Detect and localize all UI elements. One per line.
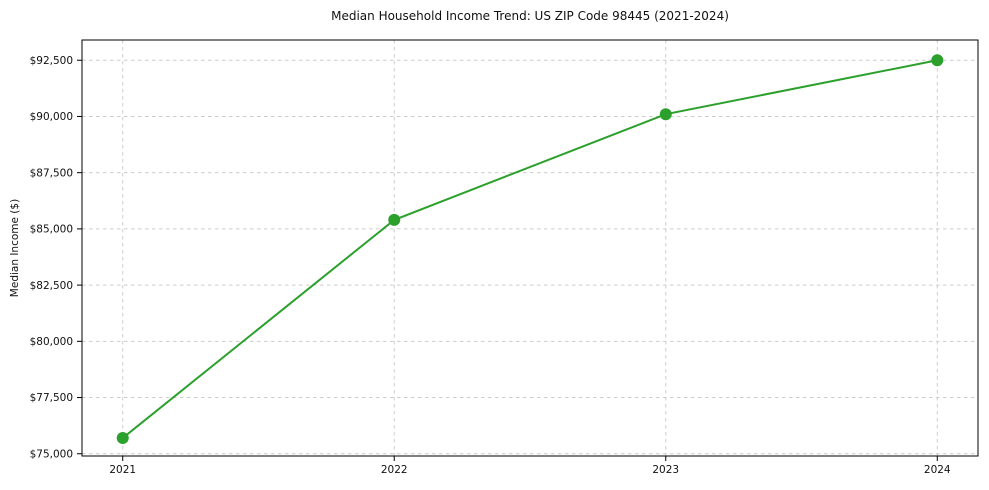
x-tick-label: 2023	[652, 464, 679, 476]
x-tick-label: 2024	[924, 464, 951, 476]
x-tick-label: 2021	[109, 464, 136, 476]
chart-title: Median Household Income Trend: US ZIP Co…	[331, 9, 729, 23]
x-tick-label: 2022	[381, 464, 408, 476]
data-point-marker	[659, 108, 672, 121]
data-point-marker	[388, 213, 401, 226]
y-tick-label: $92,500	[30, 55, 73, 67]
y-tick-label: $82,500	[30, 280, 73, 292]
y-tick-label: $85,000	[30, 224, 73, 236]
y-tick-label: $75,000	[30, 448, 73, 460]
y-tick-label: $87,500	[30, 167, 73, 179]
trend-line	[121, 59, 939, 440]
y-tick-label: $80,000	[30, 336, 73, 348]
data-point-marker	[116, 432, 129, 445]
data-point-marker	[931, 54, 944, 67]
y-tick-label: $77,500	[30, 392, 73, 404]
plot-border	[81, 39, 979, 457]
y-tick-label: $90,000	[30, 111, 73, 123]
